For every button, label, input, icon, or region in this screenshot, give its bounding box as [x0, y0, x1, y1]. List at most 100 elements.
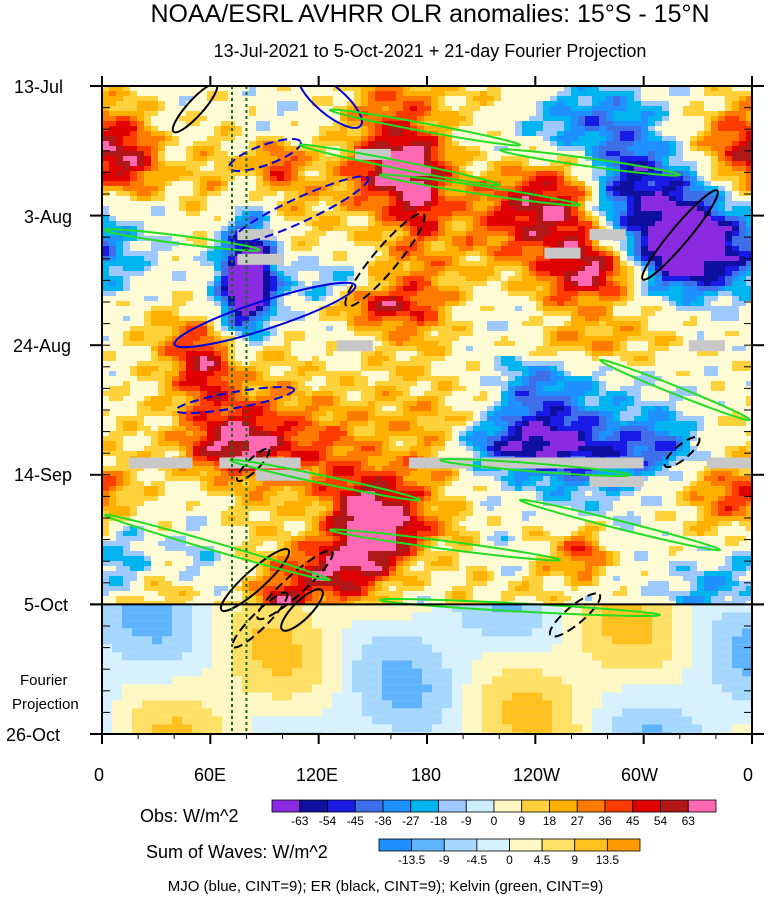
cb-obs-labels-item-7: -9	[460, 814, 472, 828]
x-tick-label-4: 180	[411, 765, 442, 785]
kelvin-contour-8	[103, 513, 332, 582]
wave-contour-4	[174, 385, 296, 415]
missing-patch-12	[481, 457, 644, 469]
cb-obs-swatch-7	[438, 799, 467, 813]
chart-title: NOAA/ESRL AVHRR OLR anomalies: 15°S - 15…	[150, 0, 710, 28]
cb-waves-swatch-6	[541, 838, 576, 852]
y-tick-label-1: 13-Jul	[14, 77, 64, 97]
wave-contour-2	[230, 175, 370, 245]
cb-obs-labels-item-3: -45	[346, 814, 364, 828]
wave-contour-9	[663, 435, 701, 469]
reference-lines	[231, 86, 248, 734]
wave-contour-1	[228, 137, 302, 173]
projection-field	[102, 604, 752, 734]
kelvin-contour-11	[438, 458, 632, 477]
cb-waves-labels-item-1: -13.5	[397, 853, 426, 867]
cb-waves-labels-item-5: 4.5	[533, 853, 551, 867]
cb-waves-swatch-1	[378, 838, 413, 852]
cb-waves-labels-item-3: -4.5	[466, 853, 488, 867]
missing-patch-6	[336, 340, 373, 352]
projection-label-line2: Projection	[12, 696, 79, 713]
cb-waves-labels-item-7: 13.5	[595, 853, 620, 867]
missing-patch-2	[544, 247, 581, 259]
cb-obs-labels-item-1: -63	[291, 814, 309, 828]
kelvin-contour-10	[598, 358, 752, 422]
y-tick-label-2: 3-Aug	[24, 207, 73, 227]
kelvin-contour-3	[498, 148, 682, 177]
x-tick-label-7: 0	[743, 765, 754, 785]
cb-obs-swatch-16	[687, 799, 717, 813]
wave-contour-6	[171, 86, 219, 134]
cb-waves-swatch-4	[476, 838, 510, 852]
cb-waves-swatch-8	[606, 838, 641, 852]
kelvin-contour-9	[518, 498, 722, 552]
wave-contour-5	[297, 86, 363, 129]
y-tick-label-5: 5-Oct	[24, 595, 69, 615]
cb-waves-swatch-5	[509, 838, 543, 852]
missing-patch-1	[354, 148, 391, 160]
wave-contour-14	[231, 591, 289, 649]
cb-waves-labels-item-4: 0	[506, 853, 513, 867]
chart-subtitle: 13-Jul-2021 to 5-Oct-2021 + 21-day Fouri…	[213, 41, 647, 61]
cb-obs-labels-item-11: 27	[570, 814, 584, 828]
missing-patch-4	[237, 229, 274, 241]
cb-obs-labels-item-9: 9	[518, 814, 526, 828]
cb-obs-labels-item-13: 45	[626, 814, 640, 828]
x-tick-label-2: 60E	[194, 765, 227, 785]
projection-label-line1: Fourier	[20, 672, 68, 689]
obs-colorbar	[271, 799, 717, 813]
kelvin-contour-2	[298, 143, 502, 187]
cb-obs-swatch-1	[271, 799, 301, 813]
kelvin-contour-1	[328, 108, 522, 147]
kelvin-contour-7	[328, 528, 562, 562]
cb-obs-swatch-4	[354, 799, 384, 813]
wave-contour-7	[344, 212, 426, 308]
cb-obs-labels-item-2: -54	[318, 814, 337, 828]
cb-obs-swatch-11	[549, 799, 578, 813]
missing-patch-13	[589, 475, 644, 487]
cb-waves-labels-item-6: 9	[571, 853, 579, 867]
cb-obs-labels-item-10: 18	[542, 814, 557, 828]
cb-waves-swatch-2	[411, 838, 445, 852]
cb-waves-swatch-7	[574, 838, 608, 852]
cb-obs-swatch-3	[327, 799, 356, 813]
x-tick-label-3: 120E	[296, 765, 339, 785]
missing-patch-8	[129, 457, 193, 469]
cb-obs-labels-item-12: 36	[598, 814, 612, 828]
x-tick-label-6: 60W	[621, 765, 659, 785]
cb-obs-swatch-13	[604, 799, 634, 813]
kelvin-contour-5	[103, 228, 262, 252]
cb-waves-swatch-3	[443, 838, 478, 852]
y-tick-label-6: 26-Oct	[6, 725, 61, 745]
x-tick-label-1: 0	[94, 765, 105, 785]
missing-patch-14	[706, 457, 752, 469]
wave-contours	[103, 86, 752, 649]
x-tick-label-5: 120W	[513, 765, 561, 785]
obs-colorbar-title: Obs: W/m^2	[140, 806, 239, 826]
cb-obs-labels-item-14: 54	[653, 814, 668, 828]
kelvin-contour-6	[228, 458, 422, 502]
cb-obs-labels-item-6: -18	[429, 814, 448, 828]
kelvin-contour-4	[378, 173, 582, 207]
missing-patch-5	[237, 253, 283, 265]
missing-patch-7	[688, 340, 725, 352]
cb-obs-swatch-2	[299, 799, 328, 813]
cb-obs-labels-item-15: 63	[681, 814, 695, 828]
waves-colorbar	[378, 838, 641, 852]
y-tick-label-3: 24-Aug	[13, 336, 72, 356]
wave-contour-13	[256, 549, 334, 621]
cb-obs-swatch-14	[632, 799, 661, 813]
cb-obs-swatch-15	[660, 799, 689, 813]
cb-obs-labels-item-8: 0	[490, 814, 498, 828]
wave-contour-15	[548, 592, 602, 638]
waves-colorbar-title: Sum of Waves: W/m^2	[146, 842, 328, 862]
wave-contour-8	[641, 189, 719, 281]
wave-contour-11	[219, 547, 291, 613]
wave-legend-footer: MJO (blue, CINT=9); ER (black, CINT=9); …	[167, 878, 604, 895]
y-tick-label-4: 14-Sep	[14, 465, 73, 485]
axes	[90, 76, 764, 744]
cb-obs-swatch-9	[493, 799, 523, 813]
cb-obs-swatch-8	[465, 799, 495, 813]
cb-obs-swatch-6	[410, 799, 439, 813]
